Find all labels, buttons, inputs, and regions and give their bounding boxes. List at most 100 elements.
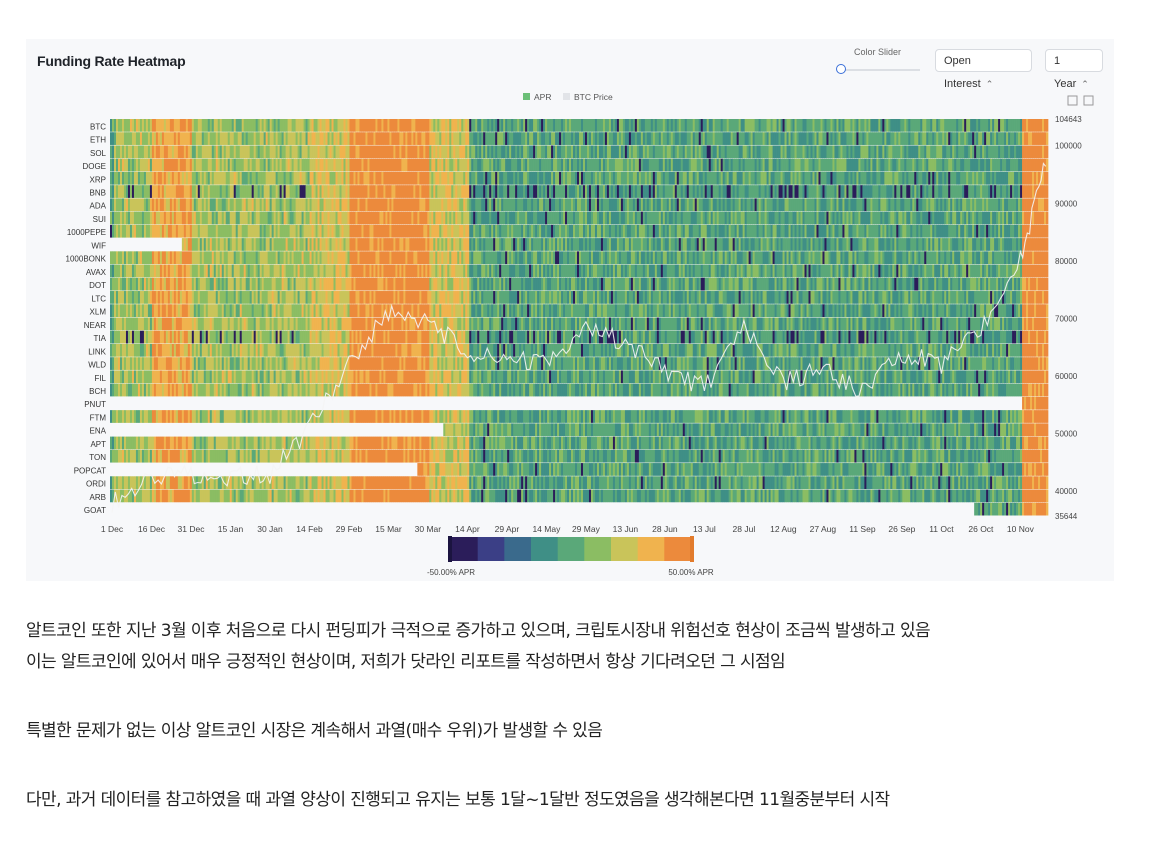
heatmap-cell [896,171,899,185]
heatmap-cell [834,238,837,251]
heatmap-cell [808,224,811,238]
heatmap-cell [908,238,911,251]
heatmap-cell [245,224,249,238]
heatmap-cell [505,185,508,198]
heatmap-cell [221,224,225,238]
heatmap-cell [395,132,398,145]
heatmap-cell [467,119,470,132]
heatmap-cell [1034,171,1037,185]
heatmap-cell [912,132,915,145]
heatmap-cell [165,145,169,159]
heatmap-cell [387,224,390,238]
heatmap-cell [579,145,582,159]
heatmap-cell [257,251,261,265]
heatmap-cell [363,224,366,238]
heatmap-cell [285,158,288,172]
heatmap-cell [588,238,592,251]
heatmap-cell [628,238,632,251]
heatmap-cell [728,119,732,132]
heatmap-cell [397,224,400,238]
color-slider-knob[interactable] [836,64,846,74]
heatmap-cell [762,119,765,132]
heatmap-cell [846,119,849,132]
heatmap-cell [754,185,757,198]
heatmap-cell [616,211,620,225]
heatmap-cell [279,224,282,238]
heatmap-cell [345,119,348,132]
heatmap-cell [437,211,440,225]
heatmap-cell [221,251,225,265]
heatmap-cell [1022,132,1025,145]
heatmap-cell [395,171,398,185]
heatmap-cell [996,224,999,238]
heatmap-cell [215,185,219,198]
heatmap-cell [273,171,276,185]
heatmap-cell [543,238,546,251]
heatmap-cell [149,251,153,265]
heatmap-cell [307,211,310,225]
heatmap-cell [501,238,504,251]
heatmap-cell [201,238,205,251]
color-slider-label: Color Slider [854,47,902,57]
heatmap-cell [680,132,684,145]
heatmap-cell [878,198,881,212]
heatmap-cell [708,211,712,225]
heatmap-cell [571,119,574,132]
heatmap-cell [622,132,626,145]
heatmap-cell [584,171,588,185]
color-slider[interactable]: Color Slider [834,47,924,77]
heatmap-cell [537,238,540,251]
heatmap-cell [654,238,658,251]
heatmap-cell [638,171,642,185]
heatmap-cell [181,224,185,238]
heatmap-cell [666,185,670,198]
heatmap-cell [351,132,354,145]
heatmap-cell [283,251,286,265]
heatmap-cell [708,145,712,159]
heatmap-cell [579,251,582,265]
heatmap-cell [183,185,187,198]
heatmap-cell [423,119,426,132]
heatmap-cell [654,211,658,225]
color-slider-track[interactable] [842,69,920,71]
heatmap-cell [333,211,336,225]
heatmap-cell [539,185,542,198]
heatmap-cell [191,119,195,132]
heatmap-cell [918,238,921,251]
heatmap-cell [197,158,201,172]
heatmap-cell [419,238,422,251]
heatmap-cell [636,185,640,198]
heatmap-cell [1008,185,1011,198]
metric-select[interactable]: Open Interest ⌃ [935,49,1032,90]
range-select[interactable]: 1 Year ⌃ [1045,49,1103,90]
heatmap-cell [112,251,115,265]
heatmap-cell [726,224,730,238]
heatmap-cell [417,119,420,132]
heatmap-cell [642,238,646,251]
heatmap-cell [980,158,983,172]
heatmap-cell [201,224,205,238]
heatmap-cell [437,224,440,238]
heatmap-cell [343,119,346,132]
heatmap-cell [299,211,302,225]
heatmap-cell [239,119,243,132]
heatmap-cell [1042,211,1045,225]
heatmap-cell [117,198,121,212]
heatmap-cell [287,132,290,145]
heatmap-cell [888,238,891,251]
heatmap-cell [361,224,364,238]
heatmap-cell [634,132,638,145]
heatmap-cell [515,251,518,265]
heatmap-cell [898,158,901,172]
heatmap-cell [291,171,294,185]
heatmap-cell [816,171,819,185]
heatmap-cell [770,119,773,132]
heatmap-cell [237,224,241,238]
heatmap-cell [722,238,726,251]
heatmap-cell [301,198,304,212]
heatmap-cell [966,198,969,212]
heatmap-cell [271,132,275,145]
heatmap-cell [752,185,755,198]
heatmap-cell [471,211,474,225]
heatmap-cell [724,119,728,132]
